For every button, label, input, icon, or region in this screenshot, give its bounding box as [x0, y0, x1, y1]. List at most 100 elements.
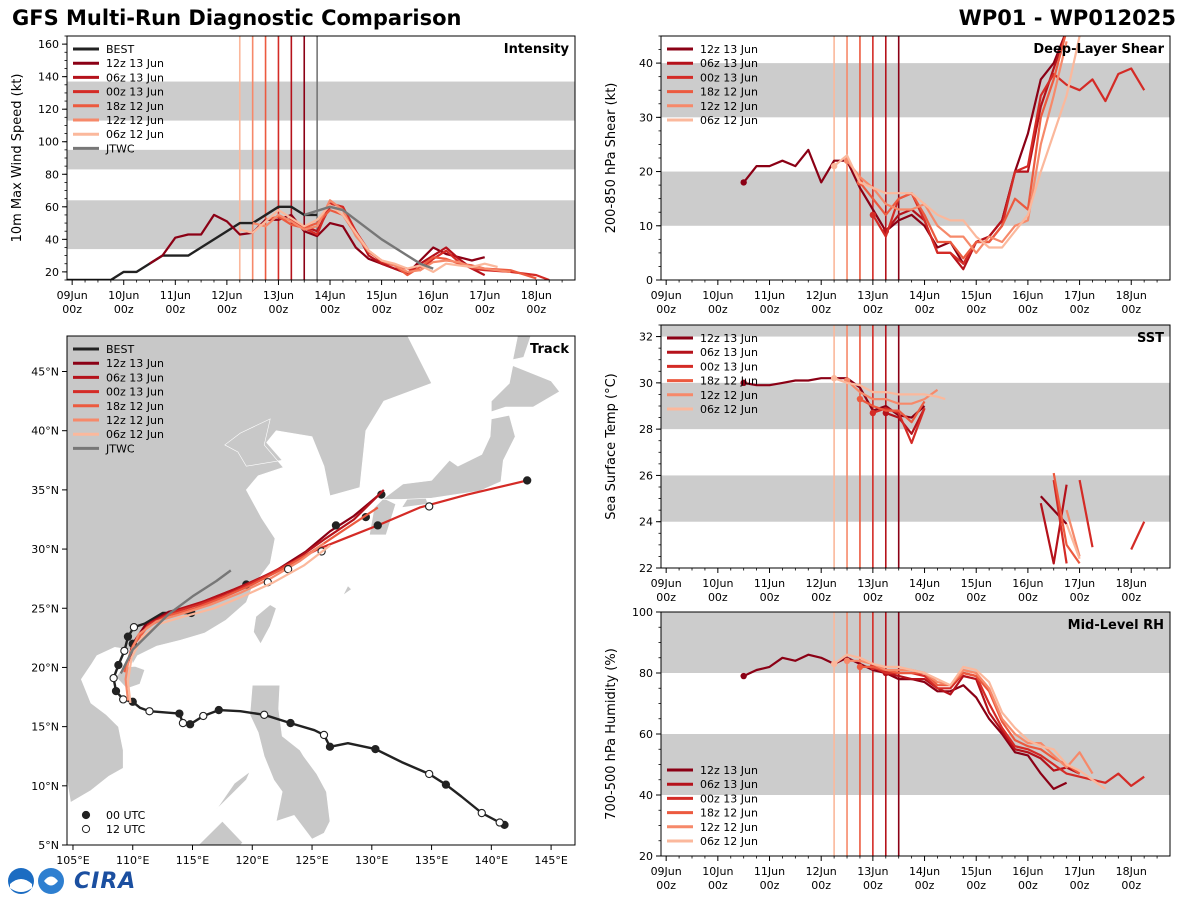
legend-label: 12z 13 Jun: [700, 43, 758, 56]
x-tick-label: 09Jun: [651, 577, 682, 590]
track-point: [283, 565, 293, 574]
threshold-band: [661, 382, 1170, 430]
x-tick-label: 14Jun: [909, 577, 940, 590]
run-start-point: [869, 409, 877, 417]
x-tick-label: 00z: [656, 591, 676, 604]
run-start-point: [843, 657, 851, 664]
x-tick-label: 12Jun: [806, 865, 837, 878]
series-line: [743, 653, 1068, 790]
x-tick-label: 10Jun: [702, 577, 733, 590]
x-tick-label: 00z: [966, 591, 986, 604]
series-line: [1065, 523, 1081, 560]
track-point: [129, 623, 139, 632]
x-tick-label: 145°E: [534, 854, 567, 867]
track-point: [145, 707, 154, 716]
x-tick-label: 00z: [217, 303, 237, 316]
y-tick-label: 30: [639, 111, 653, 124]
x-tick-label: 00z: [1018, 879, 1038, 892]
borneo-shape: [198, 820, 244, 845]
x-tick-label: 125°E: [295, 854, 328, 867]
x-tick-label: 09Jun: [651, 865, 682, 878]
track-point: [371, 744, 380, 754]
legend-label: 00z 13 Jun: [106, 86, 164, 99]
x-tick-label: 00z: [708, 591, 728, 604]
y-tick-label: 45°N: [31, 366, 59, 379]
x-tick-label: 140°E: [475, 854, 508, 867]
x-tick-label: 00z: [423, 303, 443, 316]
storm-id-title: WP01 - WP012025: [958, 6, 1176, 30]
x-tick-label: 00z: [863, 591, 883, 604]
x-tick-label: 00z: [863, 879, 883, 892]
x-tick-label: 13Jun: [857, 289, 888, 302]
threshold-band: [661, 63, 1170, 118]
x-tick-label: 16Jun: [418, 289, 449, 302]
legend-label: 00z 13 Jun: [700, 71, 758, 84]
track-point: [175, 709, 184, 718]
panel-rh: 2040608010009Jun00z10Jun00z11Jun00z12Jun…: [604, 606, 1171, 892]
legend-label: 18z 12 Jun: [700, 807, 758, 820]
track-point: [120, 646, 129, 656]
legend-label: 00z 13 Jun: [700, 792, 758, 805]
x-tick-label: 17Jun: [1064, 577, 1095, 590]
intensity-y-label: 10m Max Wind Speed (kt): [10, 74, 25, 243]
y-tick-label: 80: [45, 168, 59, 181]
series-line: [119, 569, 232, 674]
honshu-shape: [381, 414, 516, 500]
track-point: [123, 632, 133, 641]
run-start-point: [740, 179, 747, 186]
track-point: [119, 695, 128, 704]
x-tick-label: 00z: [811, 591, 831, 604]
x-tick-label: 17Jun: [469, 289, 500, 302]
shear-plot-area: [661, 36, 1170, 280]
threshold-band: [661, 475, 1170, 522]
y-tick-label: 20°N: [31, 661, 59, 674]
series-line: [859, 36, 1067, 260]
x-tick-label: 00z: [62, 303, 82, 316]
x-tick-label: 00z: [760, 303, 780, 316]
legend-label: 12z 12 Jun: [700, 821, 758, 834]
run-start-point: [856, 663, 864, 671]
philippines-shape: [249, 684, 331, 840]
y-tick-label: 0: [646, 274, 653, 287]
y-tick-label: 28: [639, 423, 653, 436]
x-tick-label: 11Jun: [160, 289, 191, 302]
x-tick-label: 13Jun: [857, 865, 888, 878]
okinawa-shape: [342, 585, 352, 596]
figure-title: GFS Multi-Run Diagnostic Comparison: [12, 6, 462, 30]
y-tick-label: 20: [639, 850, 653, 863]
x-tick-label: 00z: [475, 303, 495, 316]
y-tick-label: 40: [639, 789, 653, 802]
series-line: [833, 36, 1081, 249]
marker-legend-symbol: [81, 810, 91, 820]
x-tick-label: 00z: [915, 879, 935, 892]
x-tick-label: 10Jun: [702, 289, 733, 302]
y-tick-label: 40°N: [31, 425, 59, 438]
run-start-point: [740, 672, 747, 680]
x-tick-label: 00z: [966, 879, 986, 892]
x-tick-label: 16Jun: [1012, 577, 1043, 590]
legend-label: 00z 13 Jun: [106, 386, 164, 399]
rh-plot-area: [661, 612, 1170, 856]
x-tick-label: 105°E: [56, 854, 89, 867]
x-tick-label: 00z: [1070, 591, 1090, 604]
x-tick-label: 00z: [966, 303, 986, 316]
legend-label: 12z 13 Jun: [700, 332, 758, 345]
legend-label: 06z 12 Jun: [106, 428, 164, 441]
y-tick-label: 24: [639, 516, 653, 529]
x-tick-label: 110°E: [116, 854, 149, 867]
y-tick-label: 140: [38, 71, 59, 84]
legend-label: 12z 12 Jun: [106, 114, 164, 127]
y-tick-label: 30°N: [31, 543, 59, 556]
y-tick-label: 100: [632, 606, 653, 619]
legend-label: 18z 12 Jun: [106, 100, 164, 113]
track-point: [331, 521, 341, 530]
track-point: [260, 710, 269, 719]
track-frame: [66, 335, 576, 846]
x-tick-label: 15Jun: [366, 289, 397, 302]
x-tick-label: 00z: [526, 303, 546, 316]
run-start-point: [830, 375, 838, 382]
sst-panel-title: SST: [1137, 331, 1164, 346]
x-tick-label: 14Jun: [909, 289, 940, 302]
legend-label: 18z 12 Jun: [700, 86, 758, 99]
run-start-point: [740, 379, 747, 387]
